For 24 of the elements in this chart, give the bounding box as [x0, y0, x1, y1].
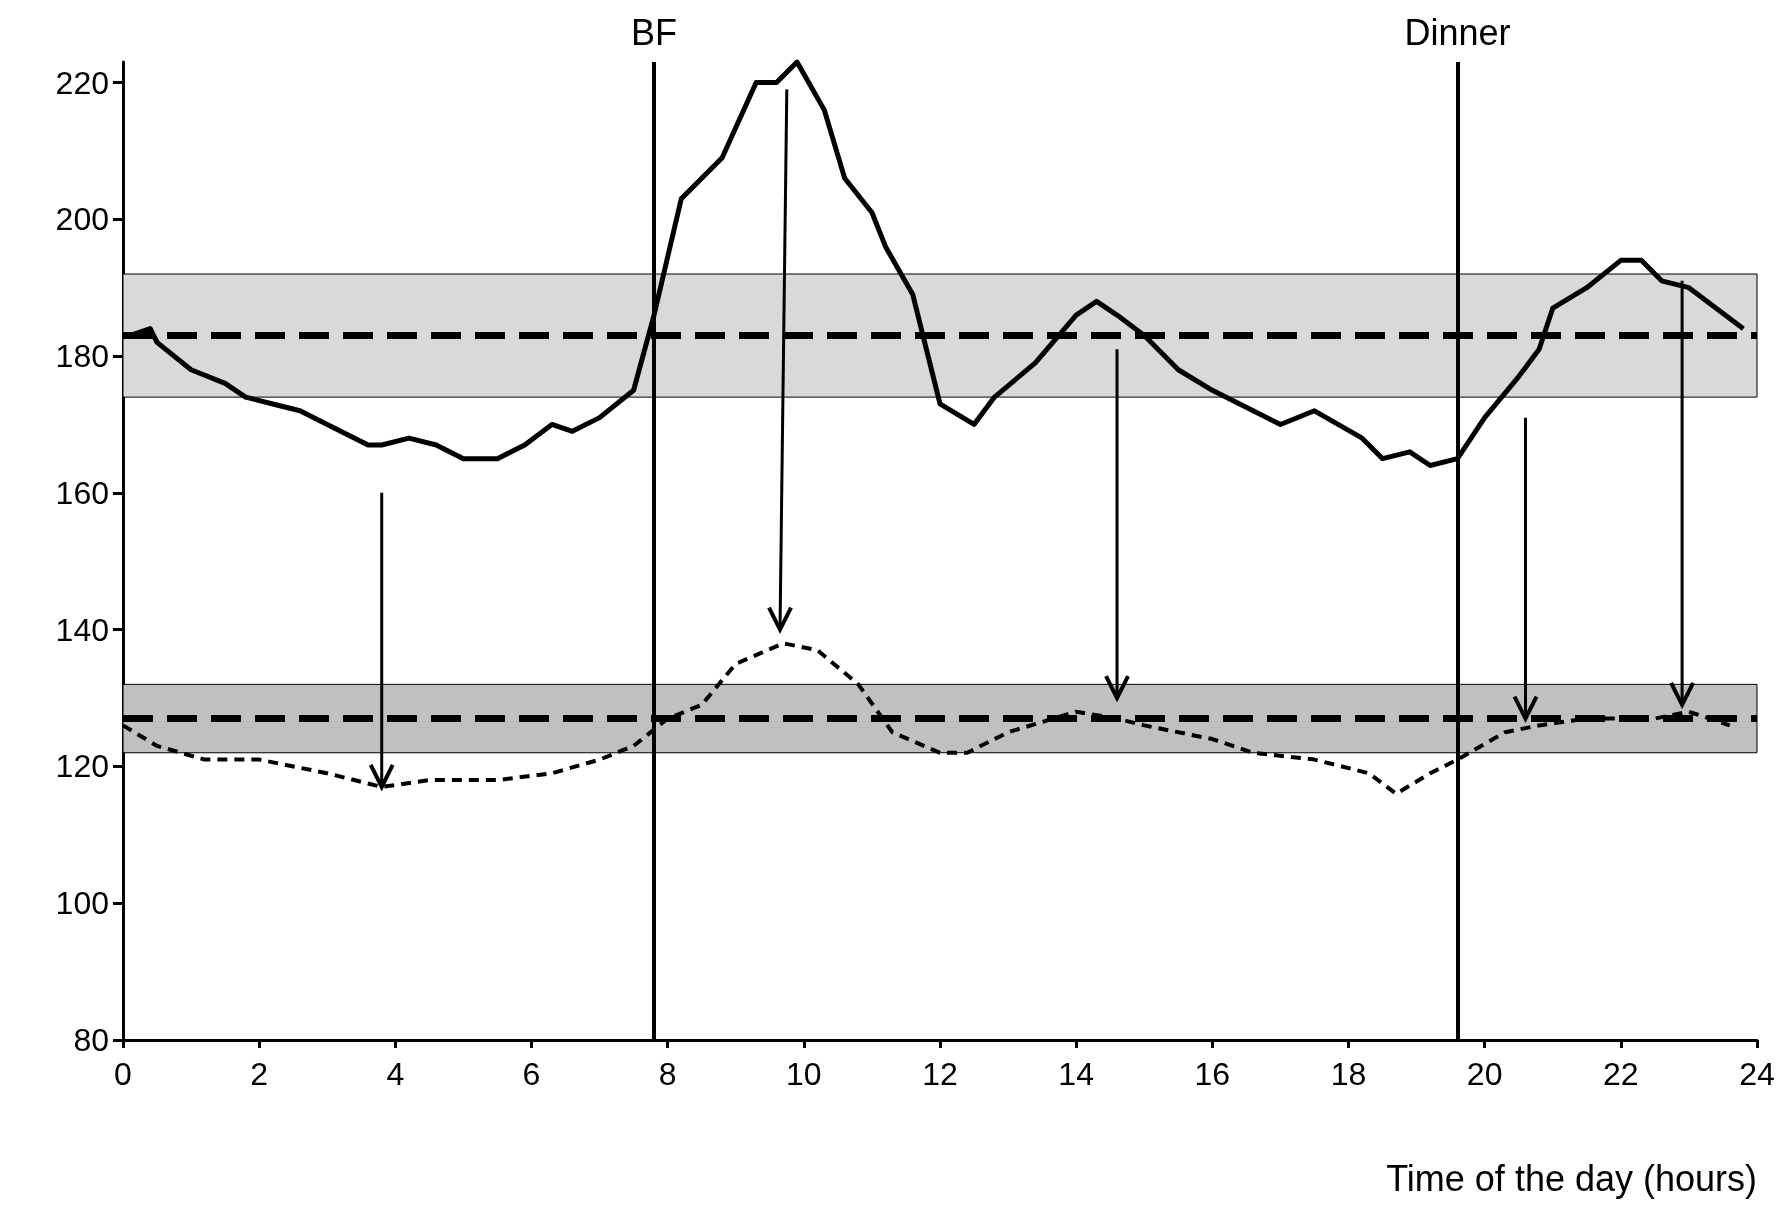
x-tick-label: 24 [1739, 1056, 1775, 1092]
y-tick-label: 200 [55, 201, 109, 238]
x-tick-label: 10 [786, 1056, 822, 1092]
x-tick-label: 14 [1058, 1056, 1094, 1092]
x-tick-label: 12 [922, 1056, 958, 1092]
y-tick-label: 160 [55, 474, 109, 511]
x-tick-label: 4 [386, 1056, 405, 1092]
y-tick-label: 140 [55, 611, 109, 648]
x-tick-label: 18 [1330, 1056, 1367, 1092]
x-tick-label: 20 [1466, 1056, 1503, 1092]
y-tick-label: 120 [55, 748, 109, 785]
ref-line-label: Dinner [1404, 11, 1511, 53]
x-axis-title: Time of the day (hours) [1386, 1157, 1757, 1199]
x-tick-label: 6 [522, 1056, 541, 1092]
x-tick-label: 22 [1603, 1056, 1639, 1092]
y-tick-label: 220 [55, 64, 109, 101]
x-tick-label: 8 [658, 1056, 677, 1092]
x-tick-label: 16 [1194, 1056, 1231, 1092]
y-tick-label: 100 [55, 885, 109, 922]
x-tick-label: 0 [114, 1056, 132, 1092]
ref-line-label: BF [631, 11, 678, 53]
x-tick-label: 2 [250, 1056, 269, 1092]
y-tick-label: 80 [73, 1022, 109, 1058]
y-tick-label: 180 [55, 338, 109, 375]
